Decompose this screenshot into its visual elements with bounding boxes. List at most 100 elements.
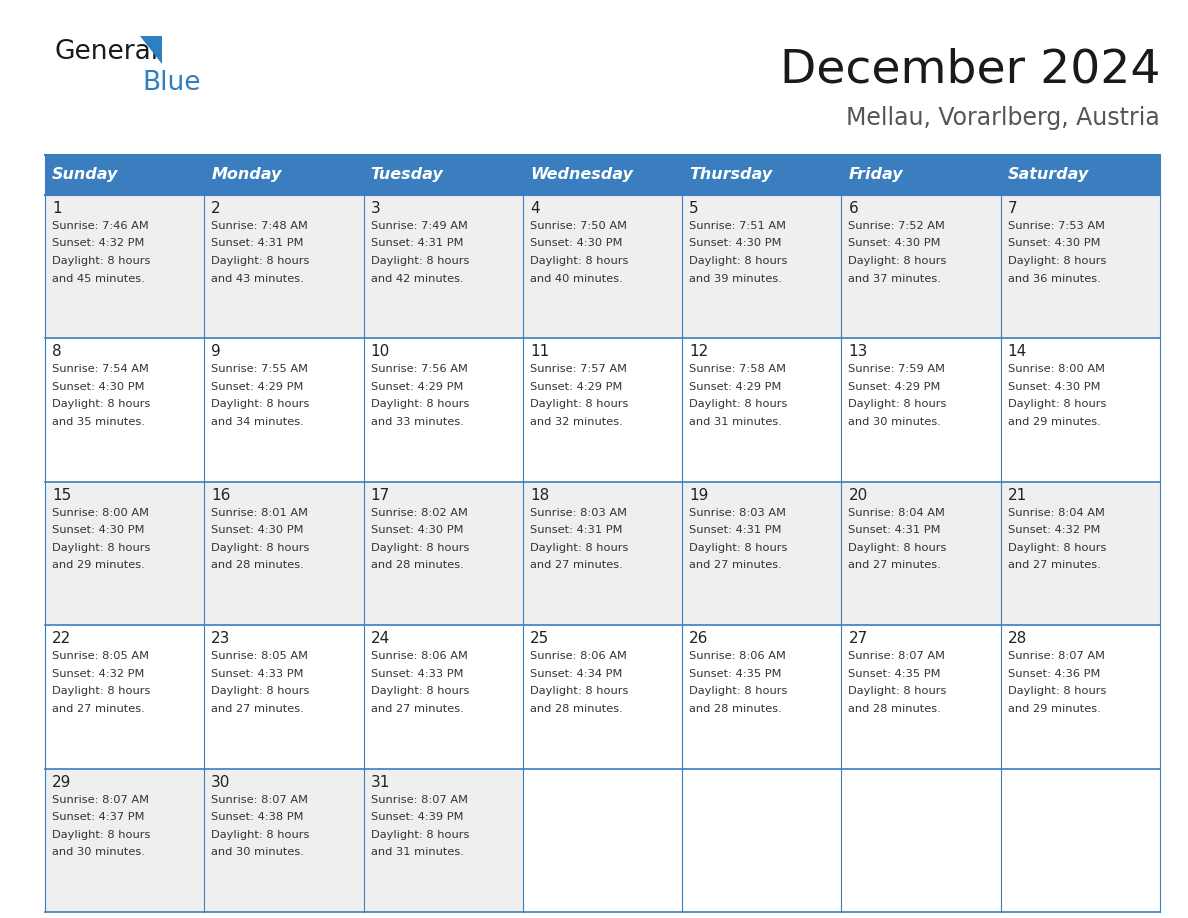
Bar [45, 482, 204, 625]
Text: Sunrise: 8:06 AM: Sunrise: 8:06 AM [689, 651, 786, 661]
Text: Daylight: 8 hours: Daylight: 8 hours [530, 399, 628, 409]
Text: Sunrise: 8:00 AM: Sunrise: 8:00 AM [1007, 364, 1105, 375]
Text: Sunset: 4:30 PM: Sunset: 4:30 PM [1007, 239, 1100, 249]
Text: Sunrise: 7:57 AM: Sunrise: 7:57 AM [530, 364, 627, 375]
Text: and 28 minutes.: and 28 minutes. [211, 560, 304, 570]
Text: Sunset: 4:39 PM: Sunset: 4:39 PM [371, 812, 463, 823]
Bar [1000, 625, 1159, 768]
Text: Sunrise: 7:55 AM: Sunrise: 7:55 AM [211, 364, 308, 375]
Bar [841, 482, 1000, 625]
Text: Sunset: 4:31 PM: Sunset: 4:31 PM [689, 525, 782, 535]
Text: 14: 14 [1007, 344, 1026, 360]
Bar [1000, 482, 1159, 625]
Text: 1: 1 [52, 201, 62, 216]
Text: Sunset: 4:31 PM: Sunset: 4:31 PM [371, 239, 463, 249]
Text: Daylight: 8 hours: Daylight: 8 hours [211, 399, 310, 409]
Text: Daylight: 8 hours: Daylight: 8 hours [211, 256, 310, 266]
Text: Sunset: 4:32 PM: Sunset: 4:32 PM [1007, 525, 1100, 535]
Text: and 35 minutes.: and 35 minutes. [52, 417, 145, 427]
Text: Sunset: 4:32 PM: Sunset: 4:32 PM [52, 239, 145, 249]
Text: Sunrise: 7:58 AM: Sunrise: 7:58 AM [689, 364, 786, 375]
Text: Friday: Friday [848, 167, 903, 183]
Text: 28: 28 [1007, 632, 1026, 646]
Text: Sunset: 4:30 PM: Sunset: 4:30 PM [371, 525, 463, 535]
Text: Sunrise: 8:07 AM: Sunrise: 8:07 AM [52, 795, 148, 804]
Text: Sunset: 4:34 PM: Sunset: 4:34 PM [530, 668, 623, 678]
Text: Daylight: 8 hours: Daylight: 8 hours [530, 256, 628, 266]
Text: Sunset: 4:30 PM: Sunset: 4:30 PM [530, 239, 623, 249]
Text: 26: 26 [689, 632, 708, 646]
Text: Daylight: 8 hours: Daylight: 8 hours [52, 830, 151, 840]
Text: Daylight: 8 hours: Daylight: 8 hours [689, 399, 788, 409]
Text: 2: 2 [211, 201, 221, 216]
Text: and 42 minutes.: and 42 minutes. [371, 274, 463, 284]
Text: 24: 24 [371, 632, 390, 646]
Text: Sunset: 4:38 PM: Sunset: 4:38 PM [211, 812, 304, 823]
Bar [682, 195, 841, 339]
Text: Sunset: 4:29 PM: Sunset: 4:29 PM [211, 382, 304, 392]
Bar [45, 195, 204, 339]
Bar [841, 339, 1000, 482]
Text: 22: 22 [52, 632, 71, 646]
Bar [523, 195, 682, 339]
Text: Sunrise: 8:04 AM: Sunrise: 8:04 AM [848, 508, 946, 518]
Text: 21: 21 [1007, 487, 1026, 503]
Bar [841, 195, 1000, 339]
Bar [364, 625, 523, 768]
Text: and 39 minutes.: and 39 minutes. [689, 274, 782, 284]
Text: Sunset: 4:31 PM: Sunset: 4:31 PM [211, 239, 304, 249]
Bar [45, 155, 204, 195]
Text: 8: 8 [52, 344, 62, 360]
Text: Sunrise: 7:48 AM: Sunrise: 7:48 AM [211, 221, 308, 231]
Text: and 40 minutes.: and 40 minutes. [530, 274, 623, 284]
Text: and 33 minutes.: and 33 minutes. [371, 417, 463, 427]
Text: 31: 31 [371, 775, 390, 789]
Text: 29: 29 [52, 775, 71, 789]
Text: Daylight: 8 hours: Daylight: 8 hours [52, 543, 151, 553]
Text: 27: 27 [848, 632, 867, 646]
Bar [682, 482, 841, 625]
Text: Sunrise: 8:05 AM: Sunrise: 8:05 AM [52, 651, 148, 661]
Text: and 27 minutes.: and 27 minutes. [52, 704, 145, 713]
Text: and 29 minutes.: and 29 minutes. [1007, 704, 1100, 713]
Text: 7: 7 [1007, 201, 1017, 216]
Text: Sunrise: 8:07 AM: Sunrise: 8:07 AM [848, 651, 946, 661]
Text: Sunrise: 8:05 AM: Sunrise: 8:05 AM [211, 651, 308, 661]
Bar [45, 339, 204, 482]
Text: Sunrise: 7:53 AM: Sunrise: 7:53 AM [1007, 221, 1105, 231]
Bar [841, 625, 1000, 768]
Text: Sunset: 4:29 PM: Sunset: 4:29 PM [689, 382, 782, 392]
Text: Daylight: 8 hours: Daylight: 8 hours [52, 686, 151, 696]
Text: Sunset: 4:35 PM: Sunset: 4:35 PM [689, 668, 782, 678]
Text: Sunset: 4:33 PM: Sunset: 4:33 PM [211, 668, 304, 678]
Text: 5: 5 [689, 201, 699, 216]
Text: 16: 16 [211, 487, 230, 503]
Text: Sunrise: 8:03 AM: Sunrise: 8:03 AM [689, 508, 786, 518]
Text: and 37 minutes.: and 37 minutes. [848, 274, 941, 284]
Text: Daylight: 8 hours: Daylight: 8 hours [371, 543, 469, 553]
Bar [45, 768, 204, 912]
Text: Sunset: 4:32 PM: Sunset: 4:32 PM [52, 668, 145, 678]
Text: Sunrise: 8:01 AM: Sunrise: 8:01 AM [211, 508, 308, 518]
Text: and 29 minutes.: and 29 minutes. [1007, 417, 1100, 427]
Text: 20: 20 [848, 487, 867, 503]
Text: Daylight: 8 hours: Daylight: 8 hours [371, 830, 469, 840]
Text: December 2024: December 2024 [779, 48, 1159, 93]
Text: Sunrise: 8:04 AM: Sunrise: 8:04 AM [1007, 508, 1105, 518]
Text: Sunrise: 7:51 AM: Sunrise: 7:51 AM [689, 221, 786, 231]
Text: Sunrise: 8:00 AM: Sunrise: 8:00 AM [52, 508, 148, 518]
Text: Daylight: 8 hours: Daylight: 8 hours [371, 399, 469, 409]
Text: Daylight: 8 hours: Daylight: 8 hours [530, 543, 628, 553]
Text: 17: 17 [371, 487, 390, 503]
Text: Sunrise: 8:06 AM: Sunrise: 8:06 AM [530, 651, 627, 661]
Text: 10: 10 [371, 344, 390, 360]
Text: Daylight: 8 hours: Daylight: 8 hours [848, 686, 947, 696]
Text: and 30 minutes.: and 30 minutes. [848, 417, 941, 427]
Text: 4: 4 [530, 201, 539, 216]
Text: Daylight: 8 hours: Daylight: 8 hours [530, 686, 628, 696]
Bar [1000, 339, 1159, 482]
Text: Tuesday: Tuesday [371, 167, 443, 183]
Text: Monday: Monday [211, 167, 282, 183]
Text: Blue: Blue [143, 70, 201, 96]
Bar [204, 195, 364, 339]
